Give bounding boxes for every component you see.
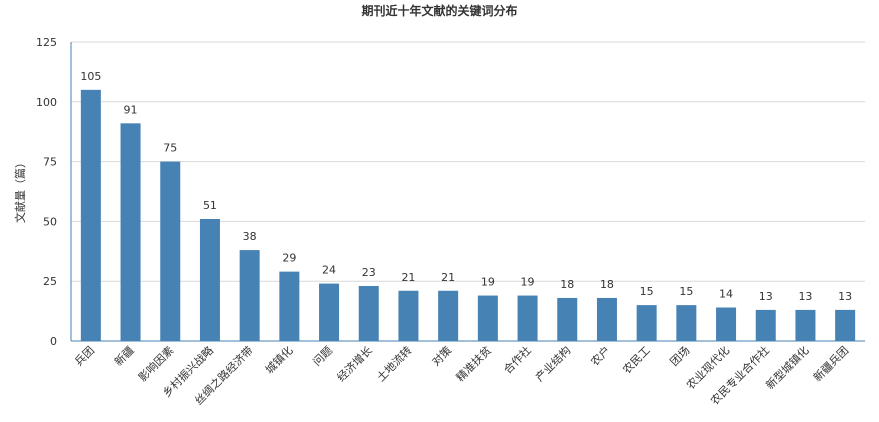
bar[interactable] bbox=[398, 290, 419, 341]
x-tick-label: 农民工 bbox=[620, 343, 653, 376]
x-tick-label: 团场 bbox=[667, 343, 692, 368]
bar[interactable] bbox=[636, 305, 657, 341]
data-label: 75 bbox=[163, 142, 177, 155]
data-label: 19 bbox=[521, 276, 535, 289]
x-tick-label: 兵团 bbox=[72, 344, 97, 369]
y-tick-label: 50 bbox=[43, 215, 57, 228]
data-label: 29 bbox=[282, 252, 296, 265]
chart-title: 期刊近十年文献的关键词分布 bbox=[361, 3, 517, 18]
data-label: 23 bbox=[362, 266, 376, 279]
y-tick-label: 75 bbox=[43, 156, 57, 169]
y-axis-label: 文献量（篇） bbox=[13, 157, 27, 223]
bar[interactable] bbox=[676, 305, 697, 341]
data-label: 24 bbox=[322, 264, 336, 277]
bar[interactable] bbox=[795, 309, 816, 341]
bar[interactable] bbox=[160, 161, 181, 341]
bar[interactable] bbox=[358, 285, 379, 341]
x-tick-label: 问题 bbox=[310, 344, 335, 369]
x-tick-label: 精准扶贫 bbox=[453, 343, 494, 384]
bar[interactable] bbox=[120, 123, 141, 341]
data-label: 19 bbox=[481, 276, 495, 289]
bar[interactable] bbox=[279, 271, 300, 341]
x-tick-label: 农户 bbox=[588, 343, 613, 368]
y-tick-label: 25 bbox=[43, 275, 57, 288]
x-tick-label: 新疆 bbox=[111, 343, 136, 368]
data-label: 18 bbox=[600, 278, 614, 291]
bar[interactable] bbox=[477, 295, 498, 341]
y-tick-label: 0 bbox=[50, 335, 57, 348]
x-tick-label: 影响因素 bbox=[136, 344, 176, 384]
data-label: 38 bbox=[243, 230, 257, 243]
data-label: 91 bbox=[124, 103, 138, 116]
bar[interactable] bbox=[239, 250, 260, 341]
x-tick-label: 土地流转 bbox=[374, 343, 415, 384]
x-tick-label: 合作社 bbox=[500, 343, 533, 376]
bar[interactable] bbox=[557, 297, 578, 341]
y-tick-label: 100 bbox=[36, 96, 57, 109]
x-tick-label: 产业结构 bbox=[532, 343, 573, 384]
data-label: 51 bbox=[203, 199, 217, 212]
bar[interactable] bbox=[517, 295, 538, 341]
data-label: 13 bbox=[798, 290, 812, 303]
x-tick-label: 新疆兵团 bbox=[810, 343, 851, 384]
x-tick-label: 城镇化 bbox=[262, 343, 295, 376]
data-label: 13 bbox=[759, 290, 773, 303]
y-tick-label: 125 bbox=[36, 36, 57, 49]
x-tick-label: 对策 bbox=[429, 343, 454, 368]
data-label: 13 bbox=[838, 290, 852, 303]
x-tick-label: 经济增长 bbox=[334, 343, 375, 384]
bar[interactable] bbox=[319, 283, 340, 341]
data-label: 15 bbox=[640, 285, 654, 298]
data-label: 21 bbox=[401, 271, 415, 284]
bar[interactable] bbox=[199, 219, 220, 341]
data-label: 14 bbox=[719, 288, 733, 301]
bar[interactable] bbox=[596, 297, 617, 341]
data-label: 21 bbox=[441, 271, 455, 284]
bar[interactable] bbox=[835, 309, 856, 341]
data-label: 15 bbox=[679, 285, 693, 298]
data-label: 105 bbox=[80, 70, 101, 83]
bar[interactable] bbox=[716, 307, 737, 341]
bar[interactable] bbox=[80, 89, 101, 341]
bar[interactable] bbox=[755, 309, 776, 341]
x-tick-label: 新型城镇化 bbox=[763, 343, 812, 392]
bar[interactable] bbox=[438, 290, 459, 341]
data-label: 18 bbox=[560, 278, 574, 291]
